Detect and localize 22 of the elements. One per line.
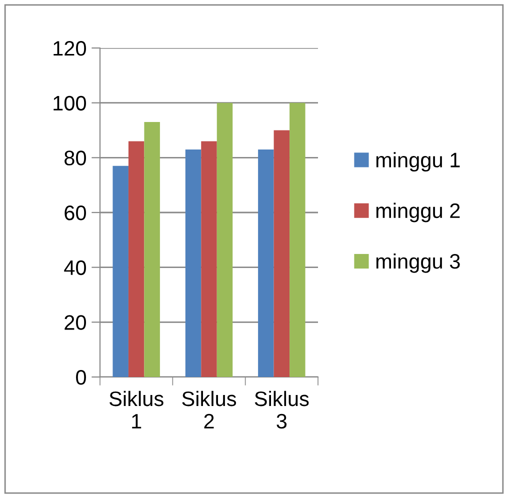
x-tick-label: Siklus 1 [109,390,164,428]
legend-label: minggu 2 [376,202,460,222]
bar [201,141,217,377]
bar [290,102,306,377]
bar [128,141,144,377]
x-tick-label: Siklus 3 [254,390,309,429]
y-tick-label: 100 [54,96,86,111]
y-tick-label: 120 [54,41,86,56]
y-tick-label: 40 [64,260,86,276]
y-tick-label: 60 [64,206,86,220]
y-tick-label: 20 [64,315,86,330]
bar [274,130,290,377]
y-tick-label: 80 [64,150,86,166]
bar [216,102,233,377]
y-tick-label: 0 [76,370,86,385]
legend-label: minggu 1 [376,152,460,172]
bar [185,149,202,377]
bar [258,149,274,377]
x-tick-label: Siklus 2 [182,390,236,428]
legend-label: minggu 3 [376,253,460,273]
bar [144,122,160,377]
bar [112,166,128,377]
